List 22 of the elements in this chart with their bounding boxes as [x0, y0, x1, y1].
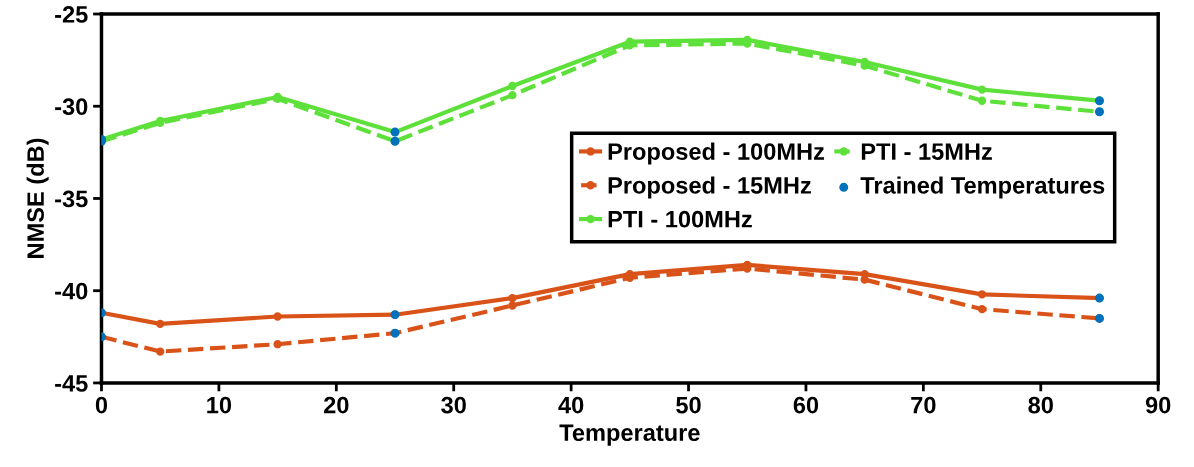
x-tick-label: 70	[911, 396, 936, 414]
legend-label: PTI - 15MHz	[861, 143, 992, 160]
x-tick-label: 30	[441, 396, 466, 414]
legend-label: Proposed - 15MHz	[608, 176, 811, 199]
y-tick-label: -30	[55, 98, 88, 116]
y-tick-label: -35	[55, 190, 88, 208]
x-tick-label: 50	[676, 396, 701, 414]
x-tick-label: 40	[558, 396, 584, 414]
y-tick-label: -40	[55, 282, 88, 300]
x-axis-title: Temperature	[559, 424, 700, 446]
x-tick-label: 80	[1028, 396, 1053, 414]
y-tick-label: -25	[55, 6, 88, 23]
legend-label: Proposed - 100MHz	[608, 142, 825, 165]
x-tick-label: 60	[793, 396, 819, 414]
y-tick-label: -45	[55, 375, 88, 392]
x-tick-label: 0	[95, 396, 108, 414]
legend-label: PTI - 100MHz	[608, 210, 752, 228]
legend-label: Trained Temperatures	[860, 176, 1105, 199]
x-tick-label: 90	[1145, 396, 1171, 414]
x-tick-label: 20	[324, 396, 349, 414]
y-axis-title: NMSE (dB)	[26, 138, 49, 258]
x-tick-label: 10	[207, 396, 232, 414]
